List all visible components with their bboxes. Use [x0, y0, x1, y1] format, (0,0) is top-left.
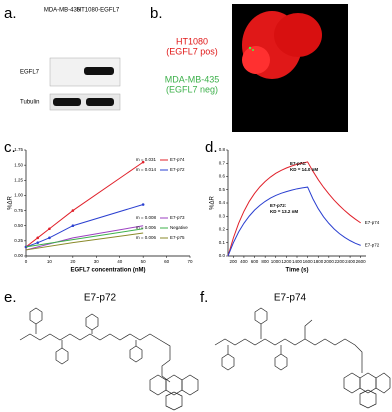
y-axis-label: %ΔR — [8, 196, 14, 210]
cell-signal — [248, 46, 252, 50]
panel-letter: e. — [4, 289, 17, 306]
data-point — [48, 236, 51, 240]
x-tick-label: 800 — [261, 259, 269, 264]
y-tick-label: 0.2 — [219, 227, 226, 232]
y-tick-label: 0.8 — [219, 147, 226, 152]
panel-letter: b. — [150, 5, 163, 22]
annotation: E7-p74: — [290, 161, 307, 166]
x-tick-label: 1000 — [271, 259, 282, 264]
y-tick-label: 0.1 — [219, 240, 226, 245]
data-point — [71, 224, 75, 228]
data-point — [141, 203, 145, 206]
data-point — [36, 241, 40, 244]
series-line — [25, 161, 144, 248]
y-tick-label: 0.6 — [219, 174, 226, 179]
y-tick-label: 0.5 — [219, 187, 226, 192]
y-tick-label: 1.25 — [14, 177, 23, 182]
panel-letter: a. — [4, 5, 17, 22]
legend-entry: E7-p75 — [170, 235, 185, 240]
y-tick-label: 0.75 — [14, 208, 23, 213]
cell-signal — [252, 49, 254, 51]
series-line — [25, 228, 144, 248]
structure — [214, 307, 391, 409]
series-line — [25, 232, 144, 251]
x-tick-label: 40 — [117, 259, 123, 264]
structure-title: E7-p74 — [274, 293, 307, 304]
y-tick-label: 0.3 — [219, 213, 226, 218]
band — [84, 67, 114, 75]
x-tick-label: 60 — [164, 259, 170, 264]
x-tick-label: 200 — [230, 259, 238, 264]
x-tick-label: 30 — [94, 259, 100, 264]
legend-entry: Negative — [170, 225, 188, 230]
y-axis-label: %ΔR — [210, 196, 216, 210]
row-label: Tubulin — [20, 100, 39, 106]
y-tick-label: 0.00 — [14, 253, 23, 258]
annotation: E7-p72: — [270, 203, 287, 208]
x-axis-label: EGFL7 concentration (nM) — [71, 268, 146, 274]
legend-entry: E7-p74 — [365, 220, 380, 225]
x-tick-label: 2200 — [334, 259, 345, 264]
slope-label: m = 0.031 — [136, 157, 157, 162]
annotation: KD = 14.0 nM — [290, 167, 318, 172]
data-point — [141, 160, 145, 164]
x-tick-label: 20 — [70, 259, 76, 264]
x-axis-label: Time (s) — [286, 268, 309, 274]
legend-text: MDA-MB-435 — [165, 74, 220, 84]
band — [53, 98, 81, 106]
x-tick-label: 10 — [47, 259, 53, 264]
x-tick-label: 1200 — [281, 259, 292, 264]
panel-letter: c. — [4, 139, 16, 156]
x-tick-label: 600 — [251, 259, 259, 264]
column-label: HT1080-EGFL7 — [77, 8, 120, 14]
cell-signal — [274, 13, 322, 57]
x-tick-label: 1800 — [313, 259, 324, 264]
legend-entry: E7-p74 — [170, 157, 185, 162]
legend-entry: E7-p73 — [170, 215, 185, 220]
x-tick-label: 1400 — [292, 259, 303, 264]
y-tick-label: 0.7 — [219, 160, 226, 165]
legend-text: HT1080 — [176, 36, 208, 46]
legend-entry: E7-p72 — [170, 167, 185, 172]
slope-label: m = 0.014 — [136, 167, 157, 172]
y-tick-label: 1.75 — [14, 147, 23, 152]
legend-entry: E7-p72 — [365, 243, 380, 248]
slope-label: m = 0.008 — [136, 215, 157, 220]
x-tick-label: 2000 — [324, 259, 335, 264]
x-tick-label: 50 — [141, 259, 147, 264]
x-tick-label: 0 — [25, 259, 28, 264]
slope-label: m = 0.006 — [136, 225, 157, 230]
annotation: KD = 13.2 nM — [270, 209, 298, 214]
y-tick-label: 0.25 — [14, 238, 23, 243]
legend-text: (EGFL7 pos) — [166, 46, 218, 56]
column-label: MDA-MB-435 — [44, 8, 81, 14]
structure — [19, 307, 199, 411]
x-tick-label: 2600 — [356, 259, 367, 264]
y-tick-label: 0.0 — [219, 253, 226, 258]
band — [86, 98, 114, 106]
series-line — [25, 225, 144, 251]
y-tick-label: 1.00 — [14, 193, 23, 198]
x-tick-label: 70 — [187, 259, 193, 264]
series-line — [227, 186, 361, 257]
data-point — [71, 209, 75, 212]
y-tick-label: 0.50 — [14, 223, 23, 228]
x-tick-label: 1600 — [303, 259, 314, 264]
row-label: EGFL7 — [20, 70, 40, 76]
panel-letter: d. — [205, 139, 218, 156]
data-point — [48, 227, 51, 231]
x-tick-label: 400 — [240, 259, 248, 264]
cell-signal — [242, 46, 270, 74]
y-tick-label: 1.50 — [14, 162, 23, 167]
slope-label: m = 0.006 — [136, 235, 157, 240]
panel-letter: f. — [200, 289, 208, 306]
series-line — [227, 161, 361, 257]
x-tick-label: 2400 — [345, 259, 356, 264]
data-point — [36, 236, 40, 240]
structure-title: E7-p72 — [84, 293, 117, 304]
y-tick-label: 0.4 — [219, 200, 226, 205]
legend-text: (EGFL7 neg) — [166, 84, 218, 94]
series-line — [25, 204, 144, 248]
